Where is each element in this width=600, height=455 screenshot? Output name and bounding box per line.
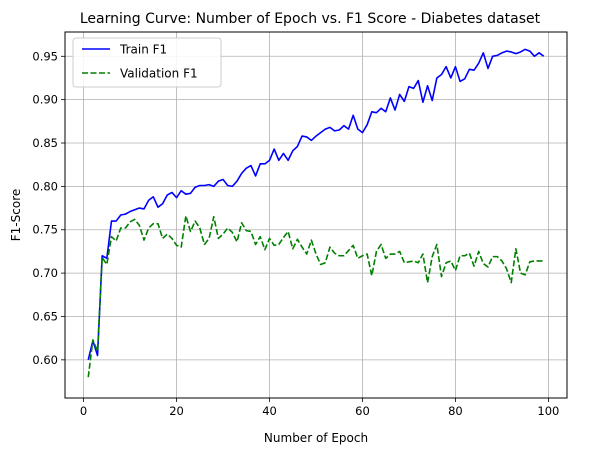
x-tick-label: 20 xyxy=(169,404,184,418)
x-tick-label: 80 xyxy=(448,404,463,418)
plot-frame xyxy=(64,31,568,399)
ticks: 0 20 40 60 80 100 0.60 0.65 0.70 0.75 0.80 0.85 0.90… xyxy=(32,49,559,418)
grid xyxy=(65,32,567,398)
y-tick-label: 0.95 xyxy=(32,49,58,63)
y-tick-label: 0.60 xyxy=(32,353,58,367)
y-axis-label: F1-Score xyxy=(9,189,23,241)
validation-f1-line xyxy=(87,215,544,378)
y-tick-label: 0.90 xyxy=(32,93,58,107)
legend-label-validation: Validation F1 xyxy=(120,67,198,81)
x-tick-label: 40 xyxy=(262,404,277,418)
y-tick-label: 0.85 xyxy=(32,136,58,150)
x-axis-label: Number of Epoch xyxy=(264,431,368,445)
y-tick-label: 0.75 xyxy=(32,223,58,237)
x-tick-label: 100 xyxy=(537,404,559,418)
y-tick-label: 0.70 xyxy=(32,266,58,280)
train-f1-line xyxy=(87,48,545,361)
x-tick-label: 0 xyxy=(80,404,87,418)
y-tick-label: 0.65 xyxy=(32,309,58,323)
legend-label-train: Train F1 xyxy=(119,43,167,57)
legend: Train F1 Validation F1 xyxy=(72,37,222,88)
legend-box xyxy=(72,37,222,88)
series-layer xyxy=(87,48,545,378)
x-tick-label: 60 xyxy=(355,404,370,418)
y-tick-label: 0.80 xyxy=(32,179,58,193)
chart-title: Learning Curve: Number of Epoch vs. F1 S… xyxy=(80,11,541,27)
